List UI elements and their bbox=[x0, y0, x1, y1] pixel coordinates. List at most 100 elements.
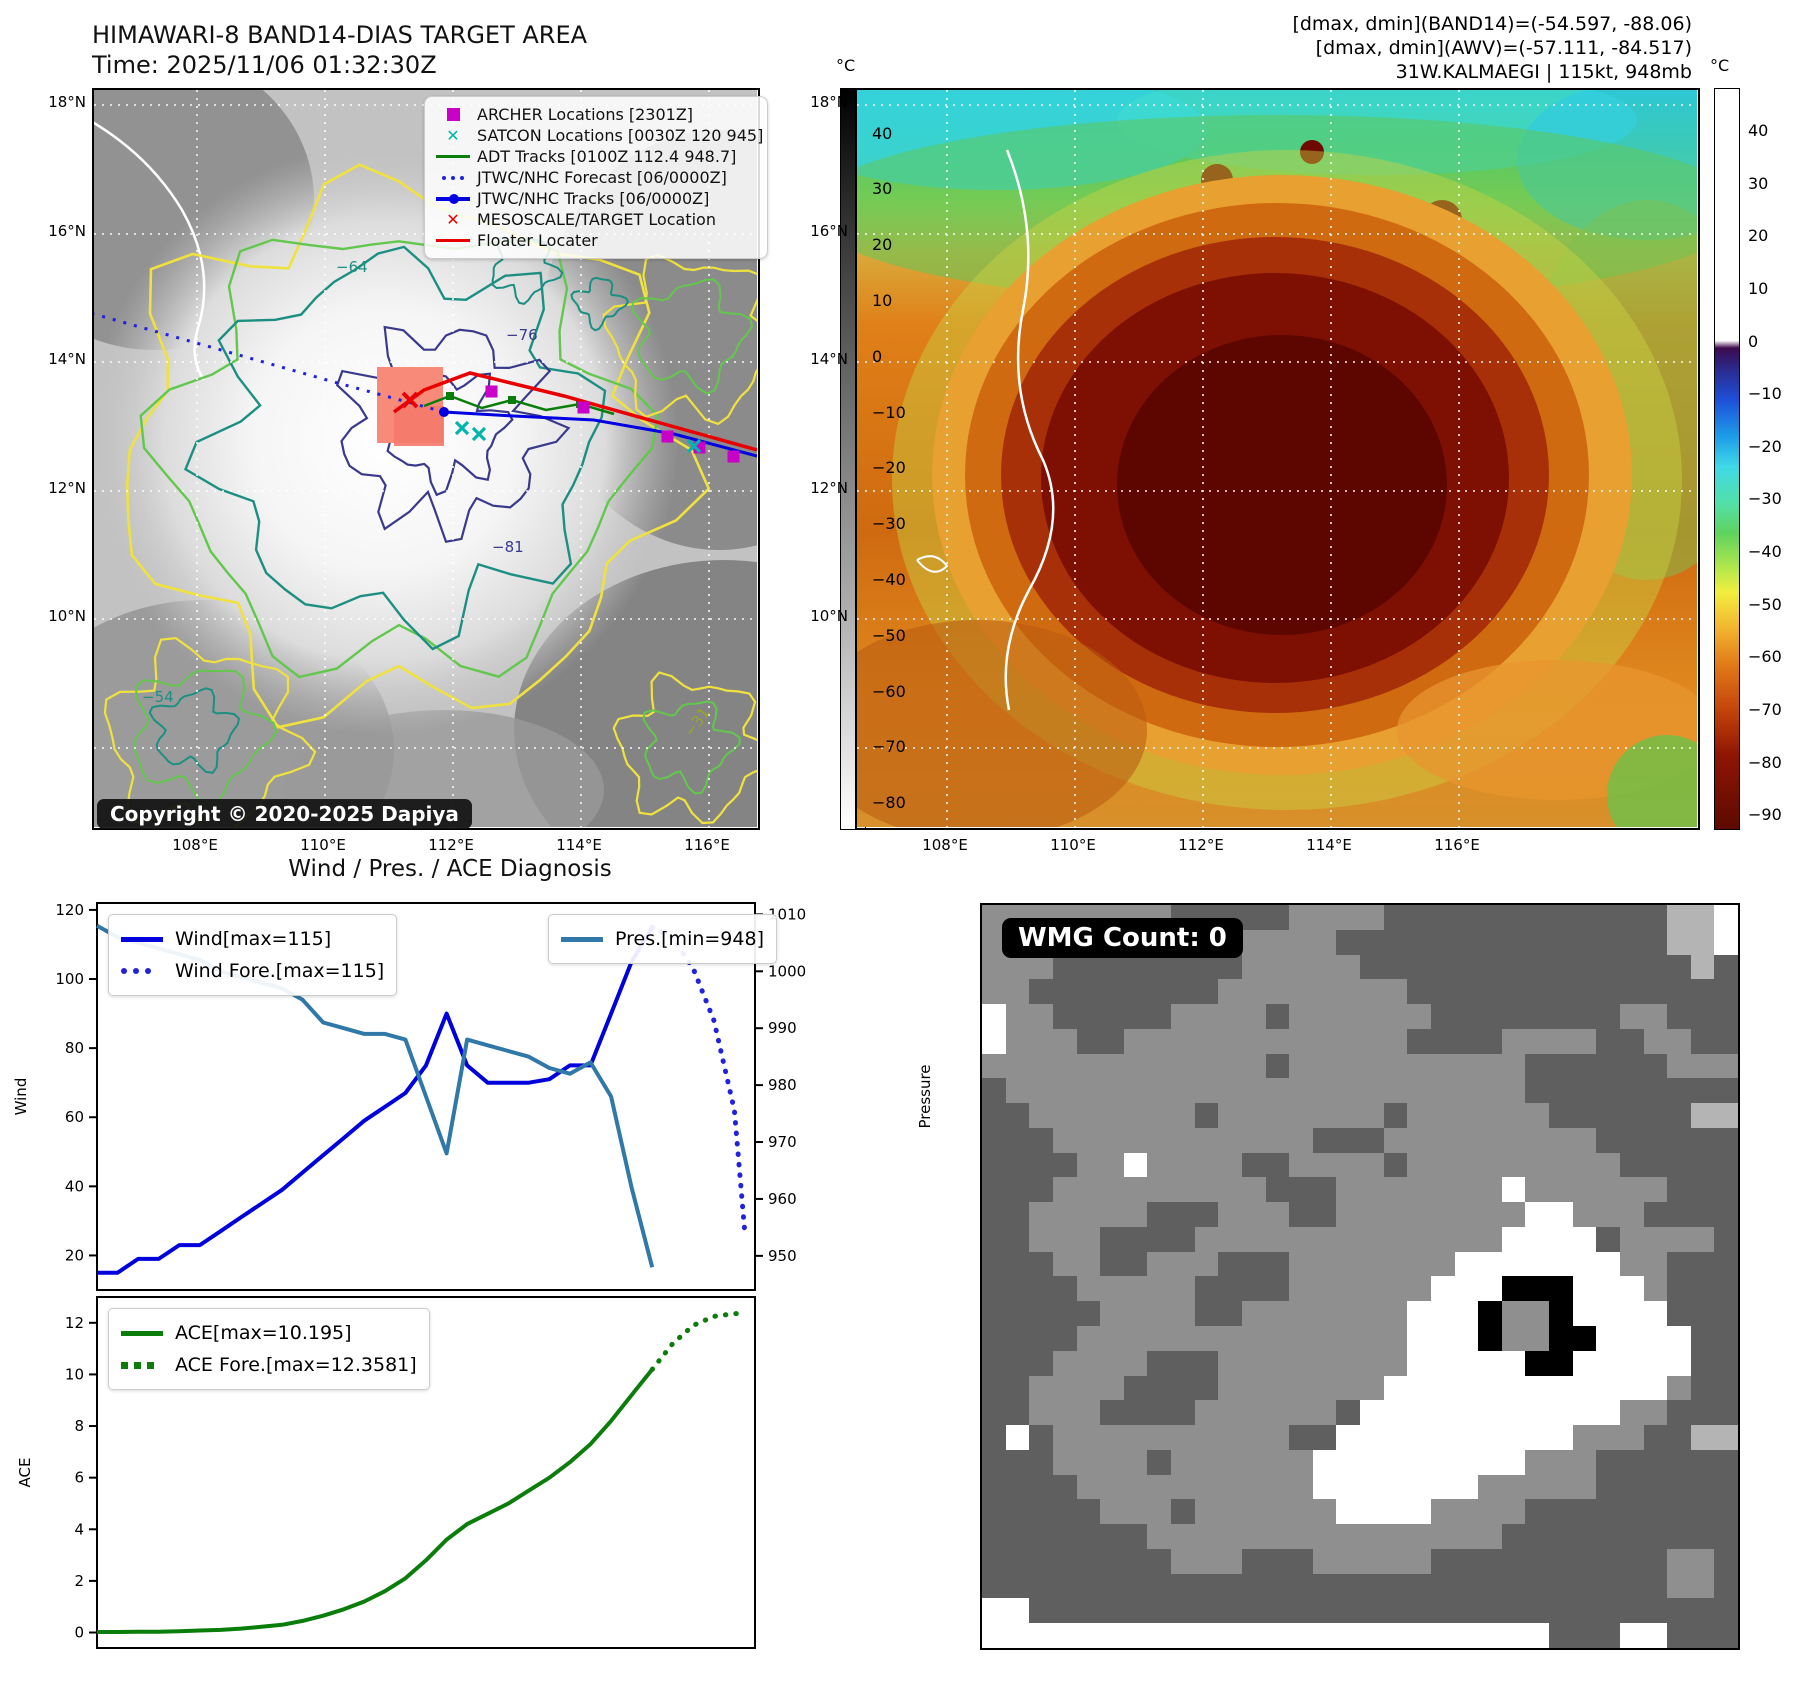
wmg-cell bbox=[1596, 1573, 1620, 1599]
coastline bbox=[1004, 149, 1055, 711]
wmg-cell bbox=[1289, 1326, 1313, 1351]
wmg-cell bbox=[1005, 1548, 1030, 1574]
wmg-cell bbox=[1052, 954, 1077, 980]
wmg-cell bbox=[1596, 1623, 1620, 1648]
wmg-cell bbox=[1549, 1623, 1573, 1648]
wmg-cell bbox=[1501, 1623, 1526, 1648]
band14-title: HIMAWARI-8 BAND14-DIAS TARGET AREA bbox=[92, 21, 588, 49]
colorbar-tick-label: 30 bbox=[872, 179, 893, 199]
wmg-cell bbox=[1147, 1449, 1171, 1475]
lat-tick-label: 18°N bbox=[48, 93, 86, 111]
wmg-cell bbox=[1714, 1276, 1738, 1302]
wmg-cell bbox=[1714, 1573, 1738, 1599]
wmg-cell bbox=[1052, 1350, 1077, 1376]
wmg-cell bbox=[1312, 1004, 1337, 1029]
wmg-cell bbox=[1690, 1548, 1715, 1574]
wmg-cell bbox=[1643, 1524, 1668, 1549]
wmg-cell bbox=[1549, 1004, 1573, 1029]
wmg-cell bbox=[1100, 954, 1124, 980]
y2-tick-label: 970 bbox=[768, 1133, 797, 1151]
wmg-cell bbox=[1501, 1474, 1526, 1500]
storm-id: 31W.KALMAEGI | 115kt, 948mb bbox=[1395, 61, 1692, 83]
wmg-cell bbox=[1596, 1598, 1620, 1624]
wmg-cell bbox=[1549, 1078, 1573, 1104]
wmg-cell bbox=[1714, 1078, 1738, 1104]
wmg-cell bbox=[1643, 1202, 1668, 1227]
colorbar-tick-label: −40 bbox=[872, 569, 906, 589]
wmg-cell bbox=[982, 1152, 1006, 1178]
y2-tick-label: 950 bbox=[768, 1247, 797, 1265]
wmg-cell bbox=[1643, 1573, 1668, 1599]
wmg-cell bbox=[1383, 1350, 1408, 1376]
wmg-cell bbox=[1525, 1053, 1549, 1079]
wmg-cell bbox=[1643, 1400, 1668, 1426]
wmg-cell bbox=[1218, 1474, 1242, 1500]
wmg-cell bbox=[1360, 1449, 1384, 1475]
wmg-cell bbox=[1194, 1598, 1219, 1624]
wmg-cell bbox=[1052, 1425, 1077, 1450]
wmg-cell bbox=[1596, 979, 1620, 1005]
wmg-cell bbox=[1454, 1251, 1479, 1277]
wmg-cell bbox=[1336, 1152, 1360, 1178]
wmg-cell bbox=[1194, 1573, 1219, 1599]
wmg-cell bbox=[1265, 1425, 1290, 1450]
wmg-cell bbox=[1218, 1400, 1242, 1426]
wmg-cell bbox=[1549, 1028, 1573, 1054]
wmg-cell bbox=[1123, 1350, 1148, 1376]
wmg-cell bbox=[982, 1202, 1006, 1227]
wmg-cell bbox=[1714, 1152, 1738, 1178]
x-bold-legend-marker: ✕ bbox=[446, 210, 460, 229]
wmg-cell bbox=[1643, 1152, 1668, 1178]
wmg-cell bbox=[1596, 1152, 1620, 1178]
wmg-cell bbox=[1194, 1326, 1219, 1351]
wmg-cell bbox=[982, 929, 1006, 955]
wmg-cell bbox=[1171, 1425, 1195, 1450]
wmg-cell bbox=[1478, 1573, 1502, 1599]
wmg-cell bbox=[1549, 1449, 1573, 1475]
wmg-cell bbox=[1171, 1375, 1195, 1401]
wmg-cell bbox=[1525, 1177, 1549, 1203]
colorbar-tick-label: −10 bbox=[872, 402, 906, 422]
wmg-cell bbox=[1596, 1202, 1620, 1227]
wmg-cell bbox=[1336, 1177, 1360, 1203]
wmg-cell bbox=[1525, 905, 1549, 930]
wmg-cell bbox=[1454, 1127, 1479, 1153]
wmg-cell bbox=[1289, 1350, 1313, 1376]
wmg-cell bbox=[1029, 1127, 1053, 1153]
wmg-cell bbox=[1336, 1028, 1360, 1054]
wmg-cell bbox=[1289, 1449, 1313, 1475]
wmg-cell bbox=[1407, 1226, 1431, 1252]
wmg-cell bbox=[1667, 1078, 1691, 1104]
wmg-cell bbox=[1407, 1350, 1431, 1376]
wmg-cell bbox=[1454, 1004, 1479, 1029]
wmg-cell bbox=[1454, 1103, 1479, 1128]
wmg-cell bbox=[1619, 1548, 1644, 1574]
wmg-cell bbox=[1218, 1548, 1242, 1574]
wmg-cell bbox=[1100, 1078, 1124, 1104]
lat-tick-label: 10°N bbox=[810, 607, 848, 625]
wmg-cell bbox=[1076, 1474, 1101, 1500]
wmg-cell bbox=[1336, 1400, 1360, 1426]
wmg-cell bbox=[1029, 1499, 1053, 1525]
wmg-cell bbox=[1336, 1375, 1360, 1401]
wmg-cell bbox=[1383, 1078, 1408, 1104]
wmg-cell bbox=[1147, 1350, 1171, 1376]
wmg-cell bbox=[1407, 954, 1431, 980]
y-tick-label: 100 bbox=[55, 970, 84, 988]
wmg-cell bbox=[1549, 929, 1573, 955]
wmg-cell bbox=[1147, 1623, 1171, 1648]
wmg-cell bbox=[1572, 1028, 1597, 1054]
wmg-cell bbox=[1029, 1400, 1053, 1426]
legend-item-6: Floater Locater bbox=[429, 230, 759, 251]
wmg-cell bbox=[1171, 1548, 1195, 1574]
wmg-cell bbox=[1147, 1301, 1171, 1327]
wmg-cell bbox=[1643, 1004, 1668, 1029]
wmg-cell bbox=[1336, 929, 1360, 955]
legend-item-label: JTWC/NHC Tracks [06/0000Z] bbox=[477, 189, 710, 208]
wmg-cell bbox=[1549, 1103, 1573, 1128]
wmg-cell bbox=[1194, 1375, 1219, 1401]
wmg-cell bbox=[1714, 1202, 1738, 1227]
wmg-cell bbox=[1265, 1449, 1290, 1475]
wmg-cell bbox=[1336, 1598, 1360, 1624]
wmg-cell bbox=[1029, 1276, 1053, 1302]
